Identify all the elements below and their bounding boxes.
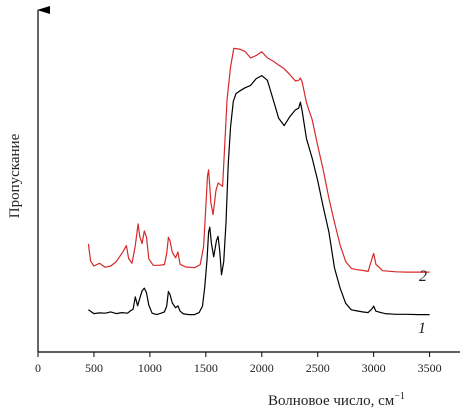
x-axis-title-main: Волновое число, см (268, 393, 395, 409)
series-line-1 (88, 75, 430, 316)
series-label-2: 2 (419, 268, 427, 285)
x-tick-label: 1000 (138, 361, 162, 375)
x-axis-title-superscript: −1 (394, 391, 405, 402)
x-axis-title: Волновое число, см−1 (268, 391, 405, 409)
y-axis-title: Пропускание (7, 133, 23, 218)
series-line-2 (87, 47, 430, 273)
x-tick-label: 2000 (250, 361, 274, 375)
x-tick-label: 3500 (418, 361, 442, 375)
series-label-1: 1 (418, 320, 426, 337)
x-tick-label: 0 (35, 361, 41, 375)
x-tick-label: 3000 (362, 361, 386, 375)
x-tick-label: 1500 (194, 361, 218, 375)
x-tick-label: 500 (85, 361, 103, 375)
x-tick-group: 0 500 1000 1500 2000 2500 3000 3500 (35, 352, 442, 375)
series-layer (87, 47, 430, 316)
x-tick-label: 2500 (306, 361, 330, 375)
